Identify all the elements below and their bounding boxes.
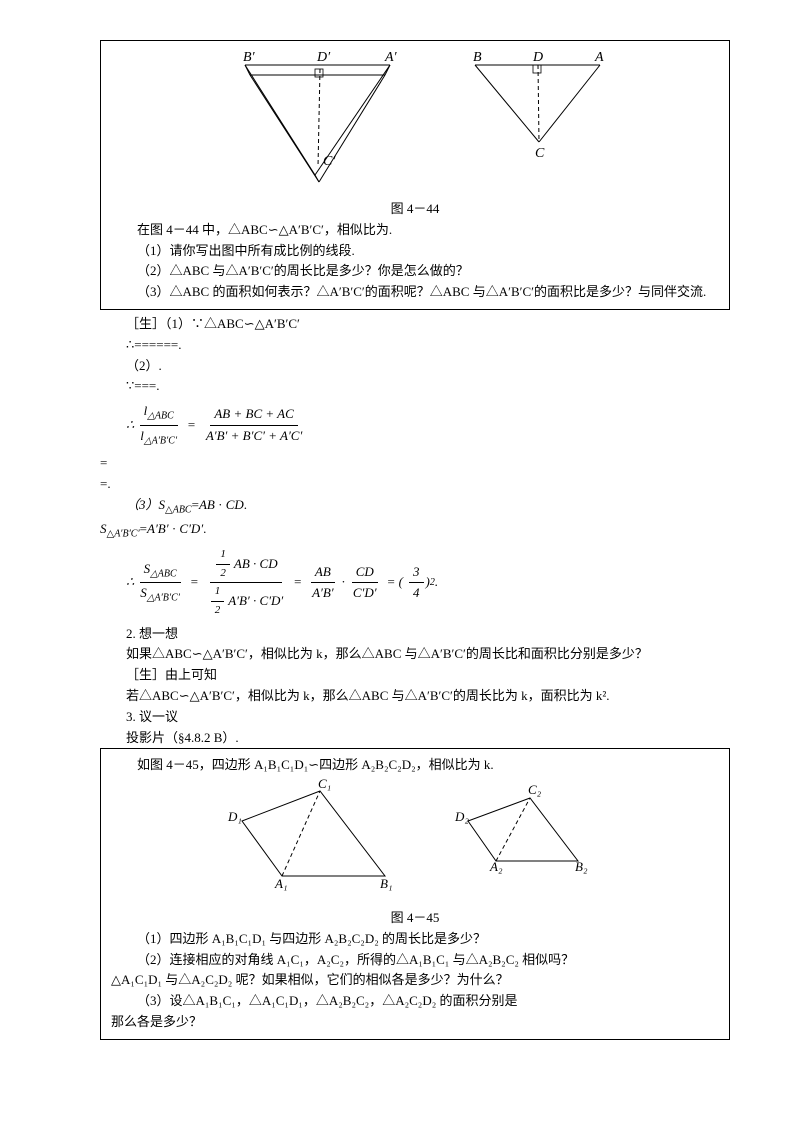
box1-line4: （3）△ABC 的面积如何表示？△A′B′C′的面积呢？△ABC 与△A′B′C… [111, 282, 719, 303]
mid-l6: =. [100, 474, 730, 495]
q1-C: C₁ [318, 776, 331, 791]
box1-line3: （2）△ABC 与△A′B′C′的周长比是多少？你是怎么做的？ [111, 261, 719, 282]
box2-l4: △A₁C₁D₁ 与△A₂C₂D₂ 呢？如果相似，它们的相似各是多少？为什么？ [111, 970, 719, 991]
formula1-prefix: ∴ [126, 415, 134, 436]
q1-B: B₁ [380, 876, 392, 891]
box2-l1: 如图 4－45，四边形 A₁B₁C₁D₁∽四边形 A₂B₂C₂D₂，相似比为 k… [111, 755, 719, 776]
mid-l12: 若△ABC∽△A′B′C′，相似比为 k，那么△ABC 与△A′B′C′的周长比… [100, 686, 730, 707]
figure-box-2: 如图 4－45，四边形 A₁B₁C₁D₁∽四边形 A₂B₂C₂D₂，相似比为 k… [100, 748, 730, 1040]
figure-4-44-row: B′ D′ A′ C′ B D A C [111, 47, 719, 197]
mid-l8: S△A′B′C′=A′B′ · C′D′. [100, 519, 730, 543]
mid-l11: ［生］由上可知 [100, 665, 730, 686]
triangle-prism-left: B′ D′ A′ C′ [205, 47, 425, 197]
box1-line2: （1）请你写出图中所有成比例的线段. [111, 241, 719, 262]
quad-right: A₂ B₂ C₂ D₂ [450, 776, 610, 886]
q1-D: D₁ [227, 809, 242, 824]
mid-l2: ∴======. [100, 335, 730, 356]
label-D-prime: D′ [316, 50, 331, 65]
q2-C: C₂ [528, 782, 542, 797]
quad-left: A₁ B₁ C₁ D₁ [220, 776, 420, 906]
mid-l10: 如果△ABC∽△A′B′C′，相似比为 k，那么△ABC 与△A′B′C′的周长… [100, 644, 730, 665]
formula2-prefix: ∴ [126, 572, 134, 593]
box2-l5: （3）设△A₁B₁C₁，△A₁C₁D₁，△A₂B₂C₂，△A₂C₂D₂ 的面积分… [111, 991, 719, 1012]
mid-l4: ∵===. [100, 376, 730, 397]
box2-l6: 那么各是多少？ [111, 1012, 719, 1033]
box2-l3: （2）连接相应的对角线 A₁C₁，A₂C₂，所得的△A₁B₁C₁ 与△A₂B₂C… [111, 950, 719, 971]
mid-l1: ［生］（1）∵△ABC∽△A′B′C′ [100, 314, 730, 335]
label-C: C [535, 146, 545, 161]
q2-D: D₂ [454, 809, 469, 824]
box1-line1: 在图 4－44 中，△ABC∽△A′B′C′，相似比为. [111, 220, 719, 241]
q1-A: A₁ [274, 876, 287, 891]
box2-l2: （1）四边形 A₁B₁C₁D₁ 与四边形 A₂B₂C₂D₂ 的周长比是多少？ [111, 929, 719, 950]
label-D: D [532, 50, 543, 65]
formula-perimeter-ratio: ∴ l△ABC l△A′B′C′ = AB + BC + AC A′B′ + B… [126, 401, 730, 449]
label-A: A [594, 50, 604, 65]
mid-l14: 投影片（§4.8.2 B）. [100, 728, 730, 749]
figure-box-1: B′ D′ A′ C′ B D A C [100, 40, 730, 310]
label-B-prime: B′ [243, 50, 256, 65]
mid-l7: （3）S△ABC=AB · CD. [100, 495, 730, 519]
label-A-prime: A′ [384, 50, 398, 65]
figure-4-45-row: A₁ B₁ C₁ D₁ A₂ B₂ C₂ D₂ [111, 776, 719, 906]
mid-l9: 2. 想一想 [100, 624, 730, 645]
figure-4-44-label: 图 4－44 [111, 199, 719, 220]
mid-l3: （2）. [100, 356, 730, 377]
figure-4-45-label: 图 4－45 [111, 908, 719, 929]
formula-area-ratio: ∴ S△ABC S△A′B′C′ = 12 AB · CD 12 A′B′ · … [126, 546, 730, 619]
triangle-right: B D A C [455, 47, 625, 167]
mid-l13: 3. 议一议 [100, 707, 730, 728]
mid-l5: = [100, 453, 730, 474]
label-B: B [473, 50, 482, 65]
